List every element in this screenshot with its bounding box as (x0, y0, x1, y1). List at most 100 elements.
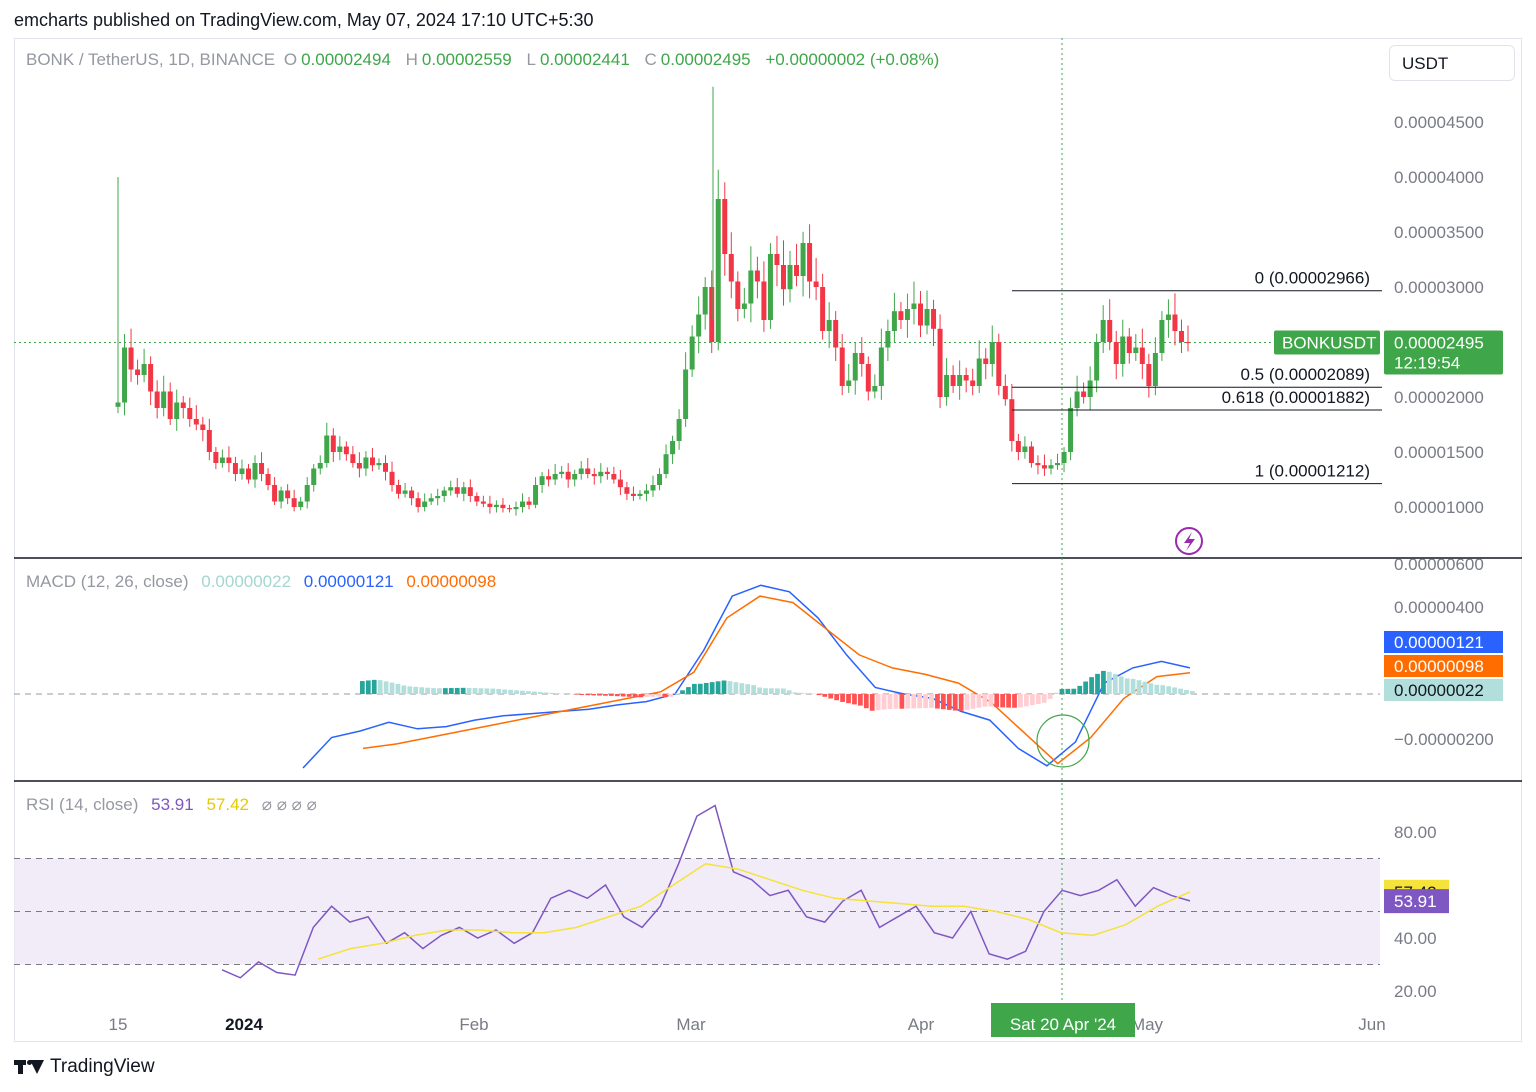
macd-histogram-bar (739, 683, 745, 694)
candle-body (741, 303, 747, 309)
candle-body (1048, 465, 1054, 469)
rsi-axis-tick: 40.00 (1394, 929, 1437, 948)
macd-histogram-bar (389, 682, 395, 694)
candle-body (1113, 342, 1119, 364)
candle-body (970, 380, 976, 386)
price-axis-tick: 0.00001000 (1394, 498, 1484, 517)
candle-body (350, 454, 356, 463)
macd-histogram-bar (745, 684, 751, 694)
last-price-box (1384, 330, 1503, 375)
macd-histogram-bar (603, 694, 608, 696)
candle-body (643, 490, 649, 494)
macd-histogram-bar (727, 681, 733, 694)
candle-body (957, 375, 963, 386)
symbol-label[interactable]: BONK / TetherUS, 1D, BINANCE (26, 50, 276, 69)
candle-body (1139, 347, 1145, 364)
macd-histogram-bar (555, 693, 561, 694)
last-price-value: 0.00002495 (1394, 334, 1484, 353)
macd-histogram-bar (520, 690, 525, 694)
macd-histogram-bar (1178, 688, 1183, 694)
macd-histogram-bar (1089, 677, 1094, 694)
macd-histogram-bar (1136, 680, 1142, 694)
macd-histogram-bar (443, 688, 448, 694)
candle-body (213, 452, 219, 463)
price-axis-tick: 0.00001500 (1394, 443, 1484, 462)
candle-body (676, 419, 682, 441)
candle-body (252, 463, 258, 480)
hist-value-tag-bg (1384, 679, 1503, 701)
candle-body (722, 199, 728, 254)
macd-histogram-bar (1012, 694, 1017, 708)
macd-histogram-bar (1172, 687, 1177, 694)
candle-body (983, 358, 989, 364)
macd-histogram-bar (1160, 685, 1166, 694)
macd-histogram-bar (994, 694, 1000, 708)
candle-body (963, 375, 969, 381)
candle-body (617, 479, 623, 488)
countdown-value: 12:19:54 (1394, 354, 1460, 373)
rsi-tag-bg (1384, 889, 1449, 914)
macd-histogram-bar (757, 687, 762, 694)
candle-body (709, 287, 715, 342)
candle-body (1015, 441, 1021, 452)
candle-body (565, 471, 571, 480)
candle-body (911, 303, 917, 309)
candle-body (317, 463, 323, 469)
macd-histogram-bar (935, 694, 940, 709)
macd-histogram-bar (828, 694, 834, 699)
macd-histogram-bar (988, 694, 994, 707)
candle-body (396, 485, 402, 494)
tradingview-logo[interactable]: TradingView (14, 1056, 155, 1078)
macd-histogram-bar (751, 685, 757, 694)
macd-histogram-bar (1018, 694, 1023, 708)
macd-histogram-bar (816, 694, 822, 696)
candle-body (572, 474, 578, 480)
close-value: 0.00002495 (660, 50, 751, 69)
last-price-symbol-box (1274, 330, 1380, 355)
candle-body (630, 493, 636, 496)
macd-signal-line (362, 595, 1191, 765)
change-value: +0.00000002 (+0.08%) (765, 50, 940, 69)
candle-body (226, 457, 232, 463)
candle-body (931, 309, 937, 329)
candle-body (337, 446, 343, 452)
rsi-axis-tick: 80.00 (1394, 823, 1437, 842)
candle-body (1094, 342, 1100, 381)
macd-histogram-bar (431, 688, 436, 694)
macd-histogram-bar (614, 694, 620, 697)
candle-body (1074, 391, 1080, 408)
rsi-legend-name[interactable]: RSI (14, close) (26, 795, 139, 814)
macd-histogram-bar (1035, 694, 1041, 704)
candle-body (663, 454, 669, 474)
macd-legend-name[interactable]: MACD (12, 26, close) (26, 572, 189, 591)
currency-button[interactable]: USDT (1389, 45, 1515, 81)
macd-histogram-bar (680, 690, 685, 694)
high-value: 0.00002559 (421, 50, 512, 69)
candle-body (944, 375, 950, 397)
price-axis-tick: 0.00004000 (1394, 168, 1484, 187)
price-axis-tick: 0.00003500 (1394, 223, 1484, 242)
macd-histogram-bar (1124, 678, 1130, 694)
macd-histogram-bar (448, 688, 454, 694)
candle-body (578, 468, 584, 474)
macd-histogram-bar (508, 689, 513, 694)
macd-histogram-bar (401, 685, 407, 694)
macd-histogram-bar (917, 694, 923, 709)
candle-body (820, 287, 826, 331)
macd-histogram-bar (1130, 678, 1136, 694)
rsi-ma-value: 57.42 (206, 795, 249, 814)
candle-body (232, 463, 238, 474)
candle-body (415, 498, 421, 507)
macd-histogram-bar (632, 694, 638, 698)
candle-body (826, 320, 832, 331)
candle-body (800, 243, 806, 276)
candle-body (441, 490, 447, 496)
macd-histogram-bar (911, 694, 917, 709)
published-header: emcharts published on TradingView.com, M… (14, 10, 594, 30)
rsi-legend: RSI (14, close) 53.91 57.42 ⌀ ⌀ ⌀ ⌀ (26, 795, 321, 815)
macd-histogram-bar (638, 694, 644, 698)
tradingview-brand: TradingView (50, 1056, 155, 1077)
macd-histogram-bar (531, 691, 537, 694)
macd-line-value: 0.00000121 (303, 572, 394, 591)
